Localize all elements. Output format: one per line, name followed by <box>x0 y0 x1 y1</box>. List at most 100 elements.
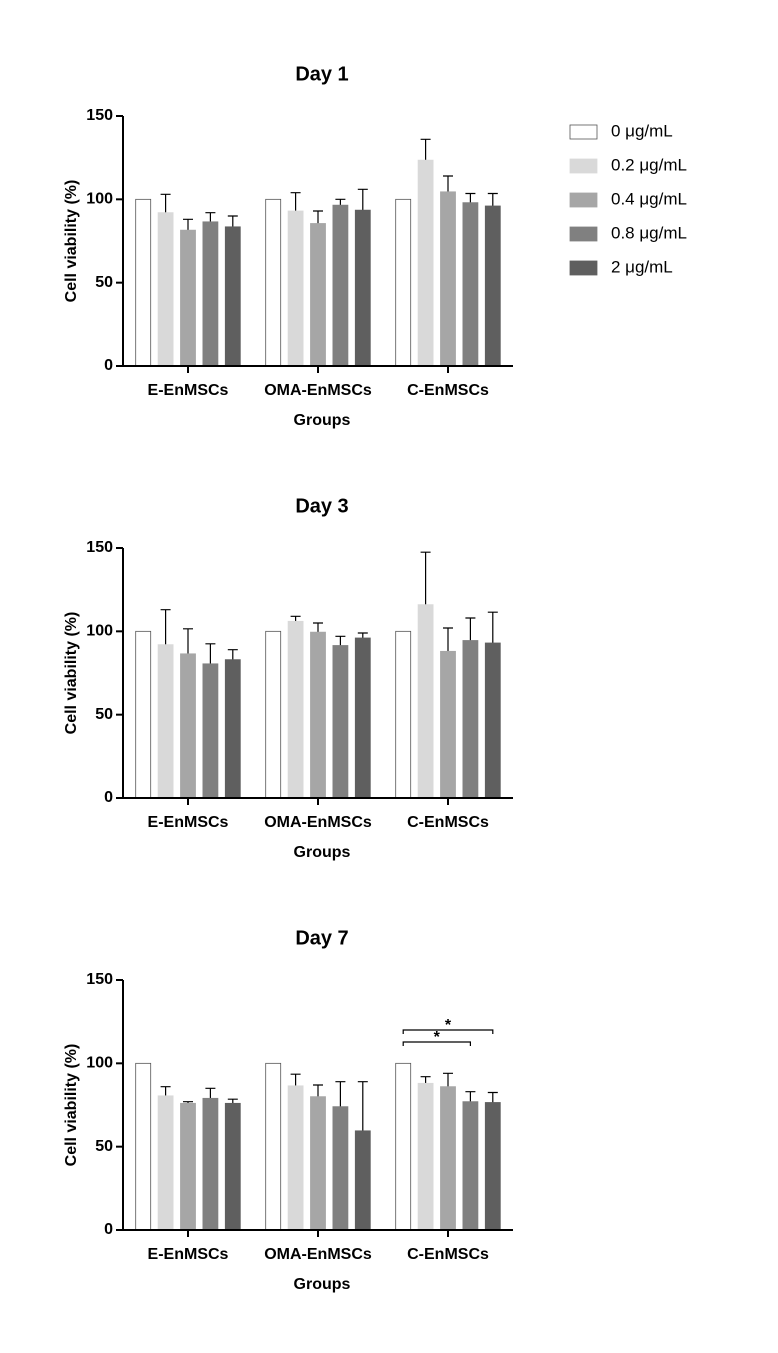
error-bar <box>313 622 323 633</box>
bar <box>354 1130 371 1231</box>
y-axis-label: Cell viability (%) <box>63 612 80 735</box>
y-tick-label: 100 <box>86 623 113 640</box>
error-bar <box>357 188 368 211</box>
error-bar <box>420 138 431 161</box>
chart-title: Day 7 <box>295 927 348 949</box>
y-tick-label: 50 <box>95 274 113 291</box>
error-bar <box>357 632 368 638</box>
error-bar <box>465 1091 476 1102</box>
bar <box>135 630 152 799</box>
significance-bracket <box>402 1041 471 1046</box>
bar <box>484 205 501 367</box>
y-axis-label: Cell viability (%) <box>63 1044 80 1167</box>
x-tick-label: C-EnMSCs <box>407 382 489 399</box>
error-bar <box>313 210 323 224</box>
error-bar <box>487 611 498 643</box>
legend-label: 0.4 μg/mL <box>611 189 687 208</box>
bar <box>224 659 241 799</box>
x-axis-label: Groups <box>294 1276 351 1293</box>
bar <box>484 642 501 799</box>
legend-label: 0.2 μg/mL <box>611 155 687 174</box>
bar <box>332 204 349 367</box>
y-tick-label: 100 <box>86 1055 113 1072</box>
error-bar <box>183 628 193 654</box>
bar <box>462 1101 479 1231</box>
bar <box>440 1086 456 1231</box>
axes <box>122 980 513 1231</box>
bar <box>354 209 371 367</box>
bar <box>180 653 196 799</box>
y-tick-label: 50 <box>95 706 113 723</box>
y-tick-label: 150 <box>86 539 113 556</box>
error-bar <box>465 192 476 203</box>
x-tick-label: E-EnMSCs <box>148 1246 229 1263</box>
error-bar <box>335 1081 346 1107</box>
significance-label: * <box>445 1017 452 1034</box>
chart-title: Day 3 <box>295 495 348 517</box>
x-tick-label: C-EnMSCs <box>407 1246 489 1263</box>
error-bar <box>335 198 346 206</box>
legend-label: 0 μg/mL <box>611 121 673 140</box>
error-bar <box>227 215 238 227</box>
legend-swatch <box>569 260 598 276</box>
bar <box>157 212 174 367</box>
error-bar <box>443 627 453 652</box>
error-bar <box>487 1091 498 1103</box>
y-tick-label: 0 <box>104 357 113 374</box>
error-bar <box>487 192 498 206</box>
y-tick-label: 100 <box>86 191 113 208</box>
error-bar <box>205 643 216 664</box>
legend-label: 0.8 μg/mL <box>611 223 687 242</box>
y-axis-label: Cell viability (%) <box>63 180 80 303</box>
bar <box>265 1062 282 1231</box>
axes <box>122 548 513 799</box>
error-bar <box>160 609 171 645</box>
legend-swatch <box>569 124 598 140</box>
error-bar <box>290 192 301 211</box>
bar <box>180 1102 196 1231</box>
bar <box>310 1096 326 1231</box>
bar <box>395 198 412 367</box>
bar <box>287 1085 304 1231</box>
bar <box>265 198 282 367</box>
bar <box>287 210 304 367</box>
error-bar <box>357 1081 368 1131</box>
legend-swatch <box>569 158 598 174</box>
legend-label: 2 μg/mL <box>611 257 673 276</box>
bar <box>417 1082 434 1231</box>
bar <box>310 223 326 367</box>
bar <box>224 1102 241 1231</box>
x-axis-label: Groups <box>294 412 351 429</box>
bar <box>202 663 219 799</box>
bar <box>135 1062 152 1231</box>
x-tick-label: OMA-EnMSCs <box>264 814 372 831</box>
y-tick-label: 150 <box>86 107 113 124</box>
bar <box>417 159 434 367</box>
bar <box>332 1106 349 1231</box>
error-bar <box>335 635 346 646</box>
bar <box>354 637 371 799</box>
bar <box>157 1095 174 1231</box>
bar <box>224 226 241 367</box>
bar <box>157 644 174 799</box>
bar <box>440 191 456 367</box>
legend-swatch <box>569 226 598 242</box>
x-tick-label: OMA-EnMSCs <box>264 1246 372 1263</box>
error-bar <box>205 1087 216 1099</box>
error-bar <box>290 615 301 622</box>
error-bar <box>160 1086 171 1096</box>
axes <box>122 116 513 367</box>
bar <box>332 645 349 799</box>
x-tick-label: C-EnMSCs <box>407 814 489 831</box>
bar <box>202 1097 219 1231</box>
error-bar <box>160 193 171 213</box>
bar <box>265 630 282 799</box>
legend-swatch <box>569 192 598 208</box>
error-bar <box>420 1076 431 1084</box>
significance-label: * <box>434 1029 441 1046</box>
error-bar <box>465 617 476 641</box>
bar <box>462 202 479 367</box>
bar <box>462 640 479 799</box>
bar <box>287 620 304 799</box>
